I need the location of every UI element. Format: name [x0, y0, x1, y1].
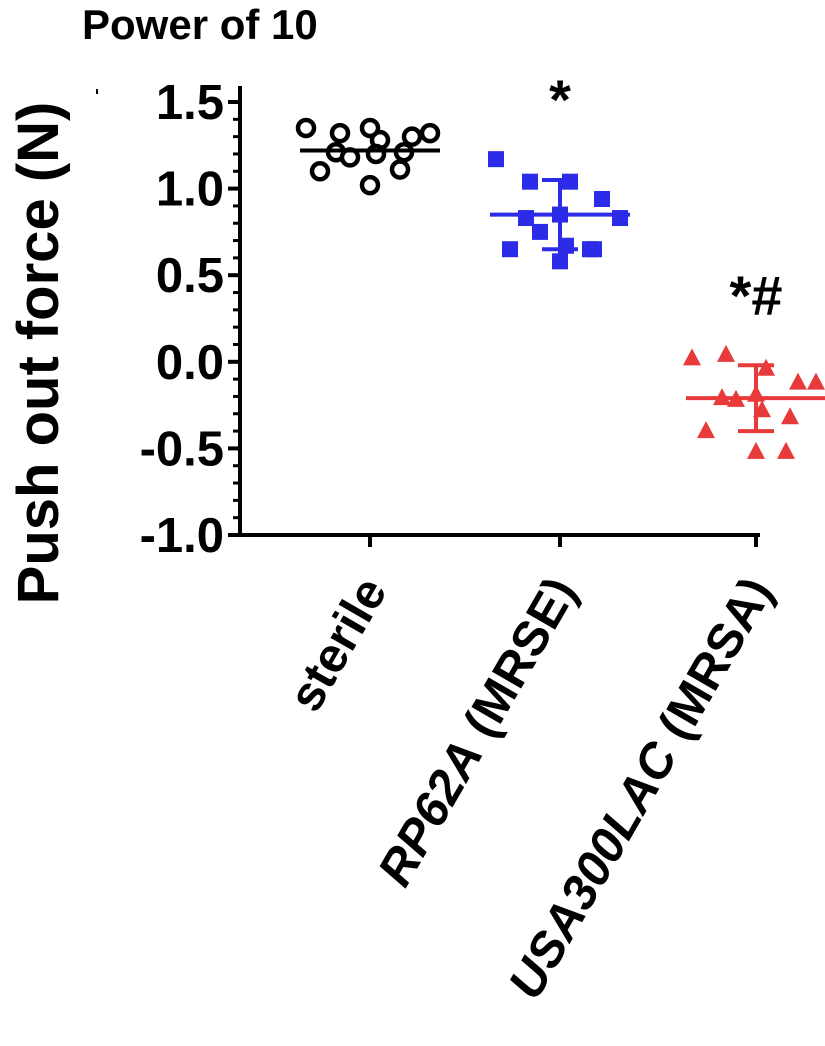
- mean-sd-bars: [300, 148, 825, 434]
- data-point: [612, 210, 628, 227]
- y-axis-label: Push out force (N): [6, 102, 71, 605]
- significance-marker: *: [549, 68, 571, 131]
- data-point: [683, 348, 701, 366]
- x-category-label-part: (MRSE): [447, 569, 588, 759]
- data-point: [365, 143, 387, 165]
- x-category-label-part: RP62A: [368, 731, 494, 895]
- y-ticks: 1.5 1.0 0.5 0.0 -0.5 -1.0: [140, 76, 240, 563]
- data-point: [717, 344, 735, 362]
- data-point: [401, 126, 423, 147]
- data-point: [502, 241, 518, 258]
- data-point: [309, 161, 331, 182]
- data-point: [781, 407, 799, 425]
- y-tick-label: -1.0: [140, 509, 224, 563]
- x-category-label: RP62A (MRSE): [368, 569, 588, 895]
- significance-markers: * *#: [549, 68, 782, 327]
- data-points: [295, 117, 825, 459]
- power-of-ten-label: Power of 10: [82, 1, 318, 48]
- y-tick-label: -0.5: [140, 422, 224, 476]
- x-category-label-part: (MRSA): [641, 569, 783, 761]
- y-tick-label: 1.5: [156, 76, 224, 130]
- data-point: [522, 173, 538, 190]
- data-point: [789, 372, 807, 390]
- data-point: [777, 441, 795, 459]
- data-point: [419, 122, 441, 144]
- data-point: [359, 174, 381, 196]
- significance-marker: *#: [730, 264, 783, 327]
- axes: [96, 86, 760, 547]
- data-point: [488, 151, 504, 168]
- y-tick-label: 0.0: [156, 336, 224, 390]
- data-point: [747, 441, 765, 459]
- x-category-label-part: USA300LAC: [499, 733, 689, 1008]
- y-tick-label: 0.5: [156, 249, 224, 303]
- data-point: [807, 372, 825, 390]
- data-point: [532, 223, 548, 240]
- x-category-label: sterile: [279, 569, 398, 721]
- data-point: [295, 117, 317, 139]
- data-point: [594, 190, 610, 207]
- x-category-label-part: sterile: [279, 569, 398, 721]
- data-point: [359, 117, 381, 139]
- data-point: [697, 421, 715, 439]
- data-point: [518, 210, 534, 227]
- data-point: [389, 159, 411, 180]
- data-point: [582, 241, 598, 258]
- y-tick-label: 1.0: [156, 163, 224, 217]
- data-point: [329, 122, 351, 144]
- data-point: [552, 253, 568, 270]
